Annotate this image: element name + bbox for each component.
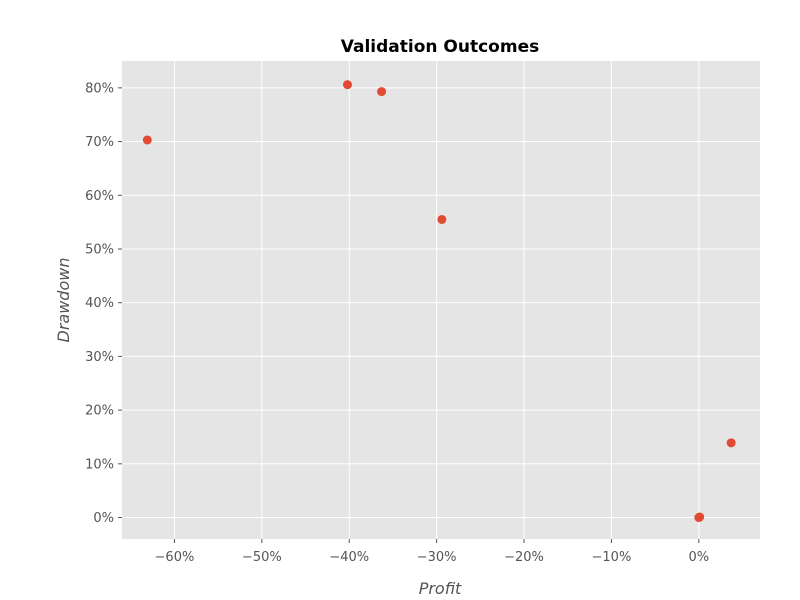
x-tick-label: −20% xyxy=(504,550,544,565)
x-tick-label: −30% xyxy=(417,550,457,565)
y-tick-label: 30% xyxy=(85,350,114,365)
x-tick-labels: −60% −50% −40% −30% −20% −10% 0% xyxy=(155,550,710,565)
data-point xyxy=(695,512,705,522)
x-tick-label: −40% xyxy=(329,550,369,565)
x-axis-label: Profit xyxy=(419,579,462,598)
grid-lines xyxy=(118,61,760,543)
data-point xyxy=(142,135,152,145)
y-tick-labels: 0% 10% 20% 30% 40% 50% 60% 70% 80% xyxy=(85,81,114,526)
data-points xyxy=(142,80,736,523)
y-tick-label: 60% xyxy=(85,189,114,204)
x-tick-label: −50% xyxy=(242,550,282,565)
y-tick-label: 0% xyxy=(93,511,114,526)
data-point xyxy=(437,214,447,224)
plot-background xyxy=(122,61,760,539)
data-point xyxy=(726,438,736,448)
data-point xyxy=(342,80,352,90)
chart-title: Validation Outcomes xyxy=(341,37,539,57)
y-tick-label: 50% xyxy=(85,242,114,257)
y-tick-label: 40% xyxy=(85,296,114,311)
x-tick-label: −10% xyxy=(592,550,632,565)
y-tick-label: 70% xyxy=(85,135,114,150)
y-axis-label: Drawdown xyxy=(54,258,73,343)
y-tick-label: 20% xyxy=(85,404,114,419)
data-point xyxy=(377,87,387,97)
y-tick-label: 80% xyxy=(85,81,114,96)
x-tick-label: 0% xyxy=(689,550,710,565)
y-tick-label: 10% xyxy=(85,457,114,472)
x-tick-label: −60% xyxy=(155,550,195,565)
